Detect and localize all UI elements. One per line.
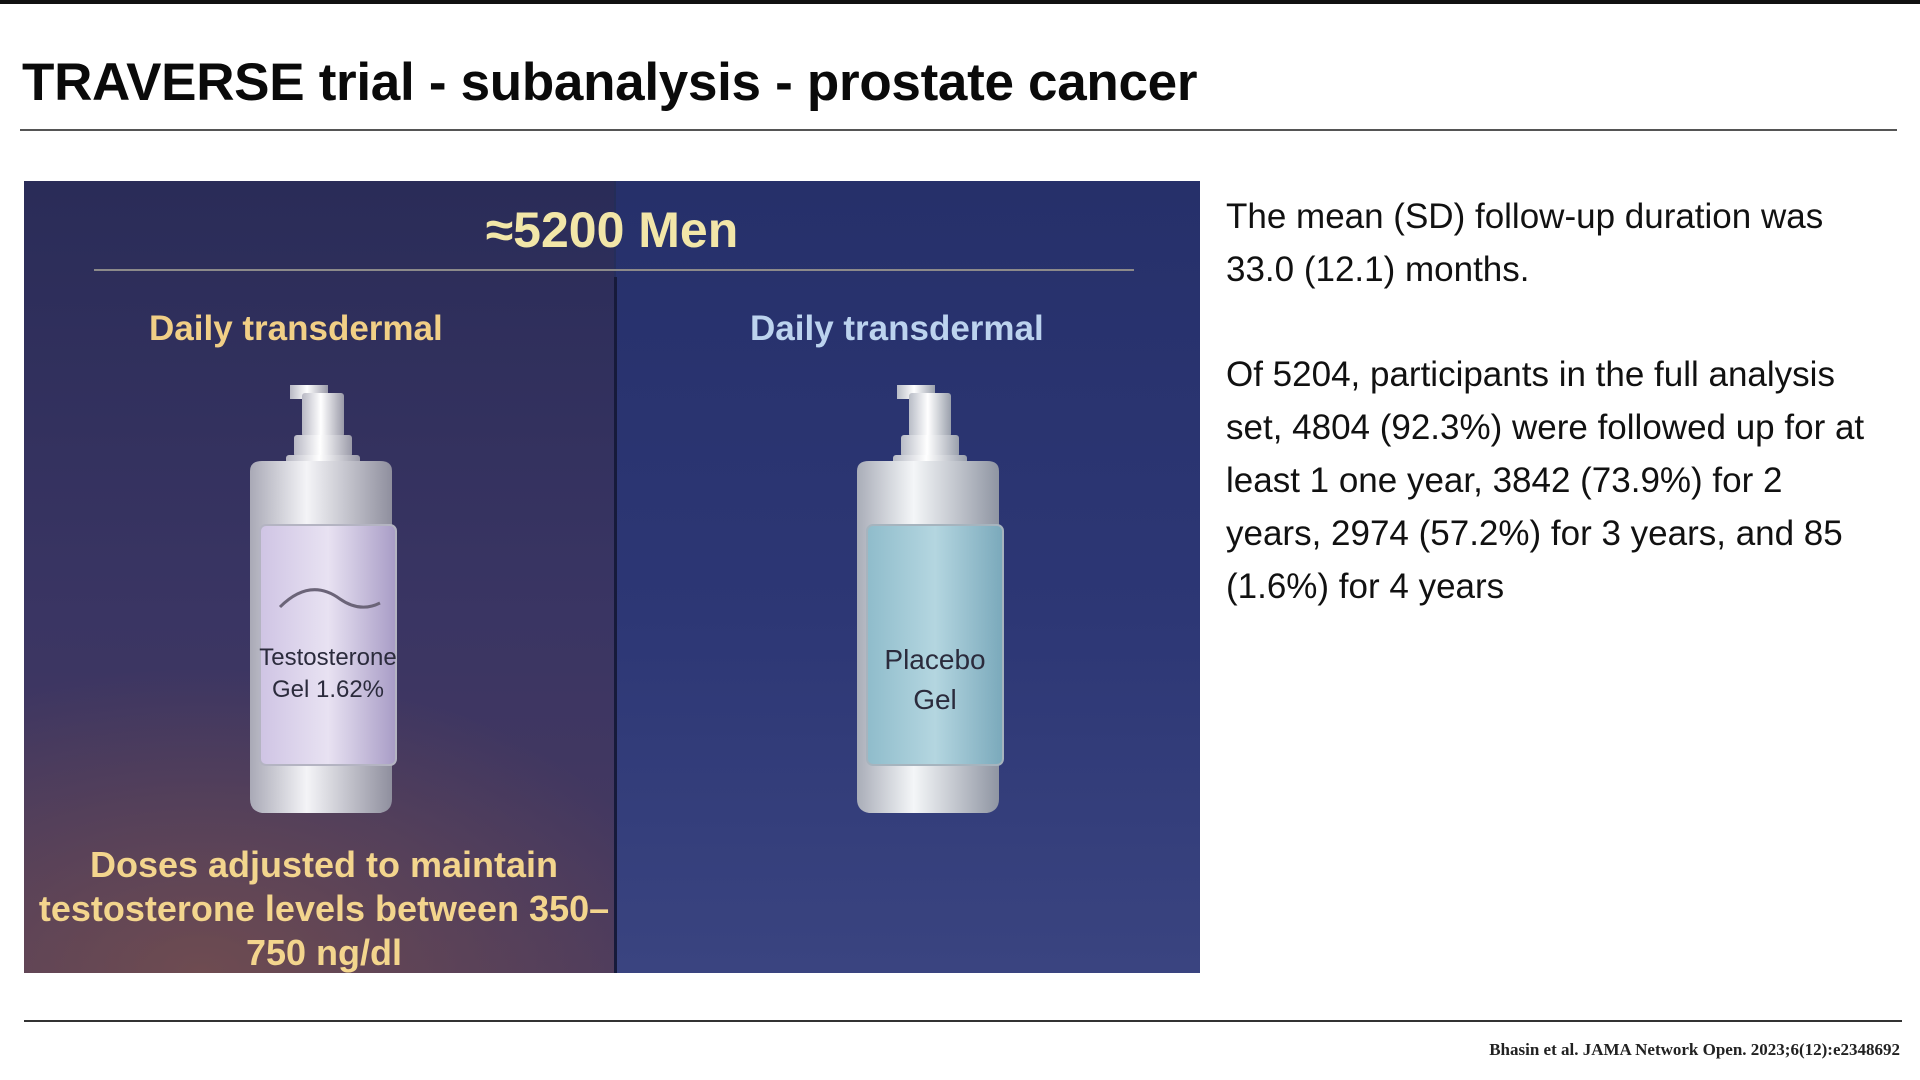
top-bar: [0, 0, 1920, 4]
placebo-gel-bottle-icon: Placebo Gel: [857, 385, 1004, 813]
testosterone-bottle-label-line2: Gel 1.62%: [272, 676, 384, 703]
arm-divider: [614, 277, 617, 973]
placebo-route-label: Daily transdermal: [750, 309, 1044, 348]
study-design-figure: ≈5200 Men Daily transdermal Daily transd…: [24, 181, 1200, 973]
participant-count: ≈5200 Men: [485, 202, 739, 258]
slide-title: TRAVERSE trial - subanalysis - prostate …: [22, 53, 1198, 112]
followup-duration-text: The mean (SD) follow-up duration was 33.…: [1226, 197, 1824, 289]
footer-divider: [24, 1020, 1902, 1022]
dose-adjustment-note: Doses adjusted to maintain testosterone …: [38, 844, 610, 973]
citation: Bhasin et al. JAMA Network Open. 2023;6(…: [1489, 1040, 1900, 1059]
testosterone-bottle-label-line1: Testosterone: [259, 644, 396, 671]
placebo-bottle-label-line2: Gel: [913, 684, 957, 715]
title-divider: [20, 129, 1897, 131]
testosterone-gel-bottle-icon: Testosterone Gel 1.62%: [250, 385, 397, 813]
testosterone-route-label: Daily transdermal: [149, 309, 443, 348]
participants-underline: [94, 269, 1134, 271]
placebo-bottle-label-line1: Placebo: [884, 644, 985, 675]
followup-participants-text: Of 5204, participants in the full analys…: [1226, 355, 1865, 606]
